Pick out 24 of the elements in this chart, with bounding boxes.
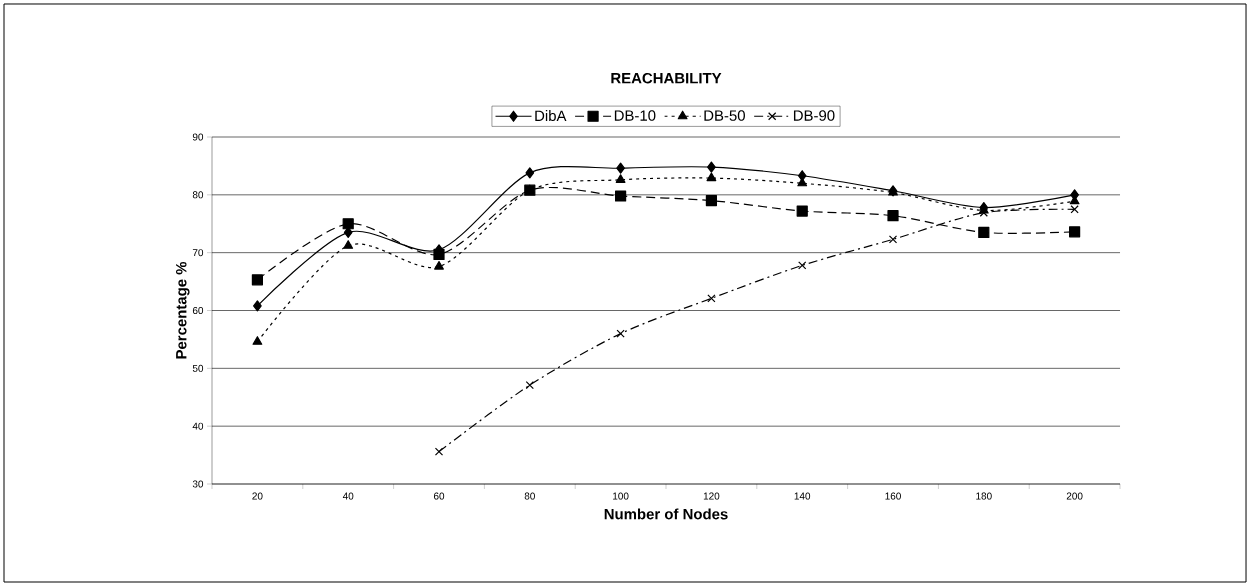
- x-tick-label: 180: [976, 492, 992, 500]
- chart-title: REACHABILITY: [611, 72, 722, 84]
- legend-label: DB-10: [614, 110, 656, 121]
- y-tick-label: 50: [192, 364, 204, 372]
- y-tick-label: 90: [192, 133, 204, 141]
- x-tick-label: 60: [433, 492, 445, 500]
- x-tick-label: 140: [794, 492, 811, 500]
- x-tick-label: 20: [252, 492, 263, 500]
- legend-label: DB-50: [704, 110, 745, 121]
- y-tick-label: 40: [192, 422, 204, 430]
- legend-label: DB-90: [793, 110, 835, 121]
- x-tick-label: 100: [613, 492, 629, 500]
- y-tick-label: 30: [192, 480, 204, 488]
- y-tick-label: 70: [192, 249, 204, 257]
- x-tick-label: 120: [703, 492, 720, 500]
- y-tick-label: 60: [192, 306, 204, 315]
- x-tick-label: 160: [885, 492, 901, 500]
- y-axis-title: Percentage %: [176, 261, 190, 359]
- legend-label: DibA: [535, 110, 567, 122]
- x-axis-title: Number of Nodes: [604, 508, 728, 520]
- x-tick-label: 40: [342, 492, 354, 500]
- x-tick-label: 200: [1066, 492, 1083, 500]
- x-tick-label: 80: [524, 492, 535, 500]
- y-tick-label: 80: [192, 191, 204, 199]
